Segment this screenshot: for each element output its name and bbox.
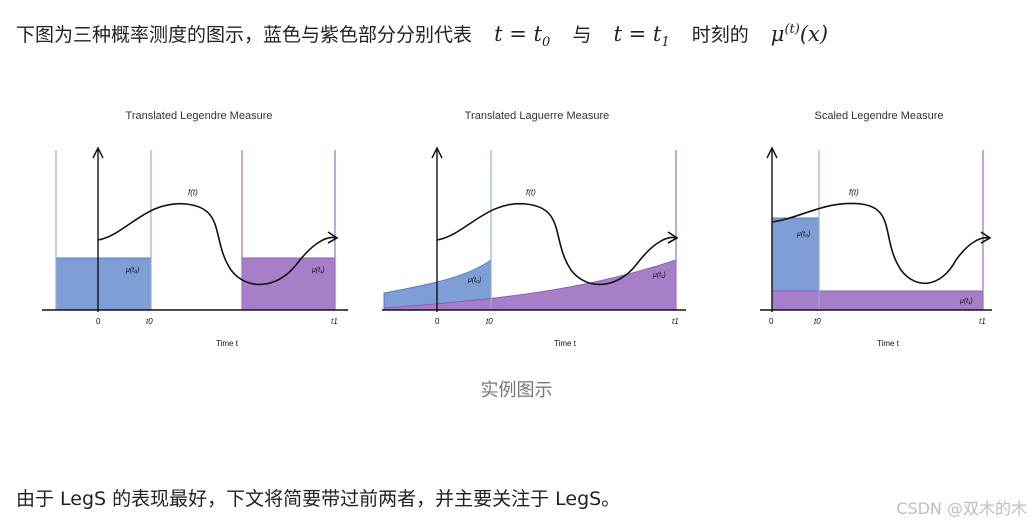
mu-t1-label: μ(t₁) bbox=[311, 267, 325, 274]
panel-title: Scaled Legendre Measure bbox=[814, 110, 943, 122]
mu-t0-region bbox=[55, 257, 152, 311]
math-t-equals-t1: t = t1 bbox=[613, 22, 670, 51]
x-label: Time t bbox=[877, 339, 900, 348]
measures-figure: Translated Legendre Measure f(t) μ(t₀) μ… bbox=[42, 110, 992, 348]
mu-t1-label: μ(t₁) bbox=[652, 272, 666, 279]
tick-0: 0 bbox=[435, 317, 440, 326]
tick-0: 0 bbox=[769, 317, 774, 326]
f-label: f(t) bbox=[526, 188, 536, 197]
f-label: f(t) bbox=[188, 188, 198, 197]
f-curve bbox=[436, 203, 677, 286]
y-axis-arrow bbox=[92, 146, 104, 159]
y-axis-arrow bbox=[431, 146, 443, 159]
x-label: Time t bbox=[216, 339, 239, 348]
figure-caption: 实例图示 bbox=[480, 380, 553, 401]
panel-title: Translated Laguerre Measure bbox=[465, 110, 610, 122]
intro-prefix: 下图为三种概率测度的图示，蓝色与紫色部分分别代表 bbox=[16, 24, 473, 46]
tick-t1: t1 bbox=[979, 317, 986, 326]
f-arrow bbox=[327, 231, 339, 244]
math-t-equals-t0: t = t0 bbox=[494, 22, 551, 51]
tick-0: 0 bbox=[96, 317, 101, 326]
mu-t0-label: μ(t₀) bbox=[125, 267, 139, 274]
f-curve bbox=[771, 202, 990, 284]
x-label: Time t bbox=[554, 339, 577, 348]
y-axis-arrow bbox=[766, 146, 778, 159]
f-label: f(t) bbox=[849, 188, 859, 197]
tick-t0: t0 bbox=[146, 317, 153, 326]
watermark: CSDN @双木的木 bbox=[896, 499, 1027, 518]
panel-title: Translated Legendre Measure bbox=[126, 110, 273, 122]
panel-translated-laguerre: Translated Laguerre Measure f(t) μ(t₀) μ… bbox=[382, 110, 686, 348]
tick-t1: t1 bbox=[672, 317, 679, 326]
intro-suffix: 时刻的 bbox=[691, 24, 749, 46]
outro-line: 由于 LegS 的表现最好，下文将简要带过前两者，并主要关注于 LegS。 bbox=[16, 488, 621, 510]
f-curve bbox=[97, 203, 337, 286]
mu-t1-label: μ(t₁) bbox=[959, 298, 973, 305]
f-arrow bbox=[980, 231, 992, 244]
f-arrow bbox=[667, 231, 679, 244]
panel-scaled-legendre: Scaled Legendre Measure f(t) μ(t₀) μ(t₁)… bbox=[760, 110, 992, 348]
intro-conjunction: 与 bbox=[572, 24, 592, 46]
mu-t1-region bbox=[771, 290, 984, 311]
tick-t1: t1 bbox=[331, 317, 338, 326]
panel-translated-legendre: Translated Legendre Measure f(t) μ(t₀) μ… bbox=[42, 110, 348, 348]
mu-t0-label: μ(t₀) bbox=[467, 277, 481, 284]
tick-t0: t0 bbox=[814, 317, 821, 326]
tick-t0: t0 bbox=[486, 317, 493, 326]
intro-line: 下图为三种概率测度的图示，蓝色与紫色部分分别代表 t = t0 与 t = t1… bbox=[16, 14, 828, 59]
math-mu-t-x: μ(t)(x) bbox=[770, 22, 829, 46]
mu-t0-label: μ(t₀) bbox=[796, 231, 810, 238]
